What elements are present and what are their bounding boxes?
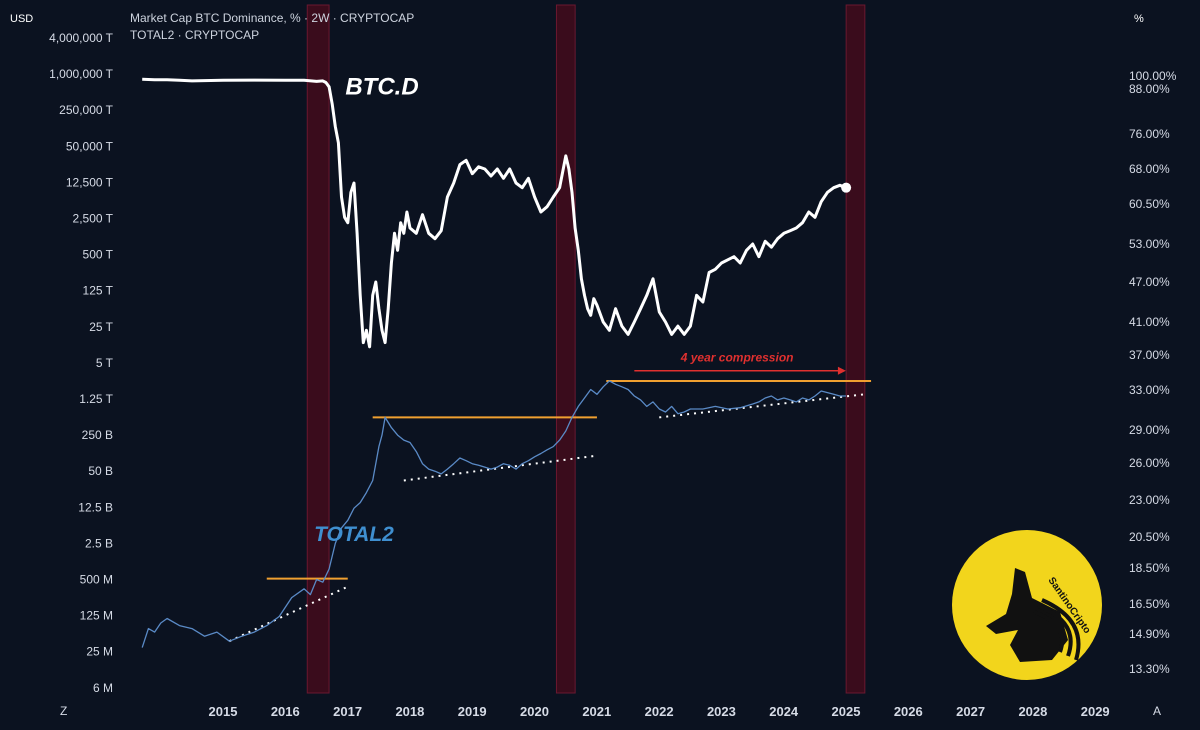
right-tick-label: 23.00% — [1129, 493, 1170, 507]
right-tick-label: 29.00% — [1129, 423, 1170, 437]
x-tick-label: 2015 — [209, 704, 238, 719]
compression-label: 4 year compression — [680, 351, 794, 365]
right-tick-label: 16.50% — [1129, 597, 1170, 611]
right-tick-label: 68.00% — [1129, 162, 1170, 176]
x-tick-label: 2020 — [520, 704, 549, 719]
left-tick-label: 500 T — [83, 248, 114, 262]
logo-anubis-icon — [986, 568, 1068, 662]
btcd-series-line — [142, 77, 847, 349]
right-tick-label: 14.90% — [1129, 627, 1170, 641]
right-axis-unit: % — [1134, 13, 1144, 25]
left-tick-label: 12.5 B — [78, 500, 113, 514]
left-tick-label: 125 T — [83, 284, 114, 298]
logo: SantinoCripto — [952, 530, 1102, 680]
left-tick-label: 25 M — [86, 645, 113, 659]
total2-series-line — [141, 380, 847, 648]
highlight-band — [845, 4, 866, 694]
right-tick-label: 53.00% — [1129, 237, 1170, 251]
left-tick-label: 5 T — [96, 356, 114, 370]
highlight-band — [306, 4, 330, 694]
left-tick-label: 2,500 T — [73, 212, 114, 226]
left-tick-label: 2.5 B — [85, 536, 113, 550]
x-tick-label: 2023 — [707, 704, 736, 719]
x-tick-label: 2022 — [645, 704, 674, 719]
corner-left-label[interactable]: Z — [60, 704, 67, 718]
compression-arrow-head-icon — [837, 366, 846, 375]
x-axis: 2015 2016 2017 2018 2019 2020 2021 2022 2023 2024… — [209, 704, 1110, 719]
left-tick-label: 12,500 T — [66, 175, 114, 189]
legend-line-1: Market Cap BTC Dominance, % · 2W · CRYPT… — [130, 11, 414, 25]
legend-line-2: TOTAL2 · CRYPTOCAP — [130, 28, 259, 42]
left-tick-label: 1,000,000 T — [49, 67, 114, 81]
right-tick-label: 47.00% — [1129, 275, 1170, 289]
total2-annotation: TOTAL2 — [314, 523, 394, 546]
left-tick-label: 6 M — [93, 681, 113, 695]
left-tick-label: 125 M — [80, 609, 113, 623]
x-tick-label: 2025 — [832, 704, 861, 719]
series-annotations: BTC.D TOTAL2 — [314, 74, 419, 546]
right-tick-label: 26.00% — [1129, 456, 1170, 470]
support-line — [403, 454, 598, 482]
right-tick-label: 76.00% — [1129, 127, 1170, 141]
right-tick-label: 100.00% — [1129, 69, 1177, 83]
x-tick-label: 2029 — [1081, 704, 1110, 719]
x-tick-label: 2019 — [458, 704, 487, 719]
x-tick-label: 2017 — [333, 704, 362, 719]
btcd-last-point — [841, 182, 852, 193]
right-tick-label: 60.50% — [1129, 197, 1170, 211]
x-tick-label: 2024 — [769, 704, 799, 719]
right-tick-label: 41.00% — [1129, 315, 1170, 329]
left-tick-label: 25 T — [89, 320, 113, 334]
left-tick-label: 250 B — [82, 428, 113, 442]
x-tick-label: 2021 — [582, 704, 611, 719]
left-tick-label: 50,000 T — [66, 139, 114, 153]
right-tick-label: 33.00% — [1129, 383, 1170, 397]
right-tick-label: 18.50% — [1129, 561, 1170, 575]
trend-overlays: 4 year compression — [228, 351, 872, 643]
right-tick-label: 20.50% — [1129, 530, 1170, 544]
x-tick-label: 2028 — [1018, 704, 1047, 719]
left-axis: 4,000,000 T 1,000,000 T 250,000 T 50,000 T 1… — [49, 31, 114, 695]
left-axis-unit: USD — [10, 13, 33, 25]
left-tick-label: 50 B — [88, 464, 113, 478]
right-tick-label: 88.00% — [1129, 82, 1170, 96]
support-line — [228, 585, 349, 643]
left-tick-label: 500 M — [80, 573, 113, 587]
right-axis: 100.00%88.00% 76.00% 68.00% 60.50% 53.00% 47.… — [1129, 69, 1177, 676]
x-tick-label: 2026 — [894, 704, 923, 719]
x-tick-label: 2018 — [395, 704, 424, 719]
left-tick-label: 250,000 T — [59, 103, 113, 117]
corner-right-label[interactable]: A — [1153, 704, 1161, 718]
highlight-band — [555, 4, 576, 694]
right-tick-label: 13.30% — [1129, 662, 1170, 676]
btcd-annotation: BTC.D — [345, 74, 418, 101]
x-tick-label: 2016 — [271, 704, 300, 719]
x-tick-label: 2027 — [956, 704, 985, 719]
left-tick-label: 4,000,000 T — [49, 31, 114, 45]
right-tick-label: 37.00% — [1129, 348, 1170, 362]
series-lines — [141, 77, 852, 648]
left-tick-label: 1.25 T — [79, 392, 113, 406]
logo-stripes-icon — [1033, 598, 1081, 661]
